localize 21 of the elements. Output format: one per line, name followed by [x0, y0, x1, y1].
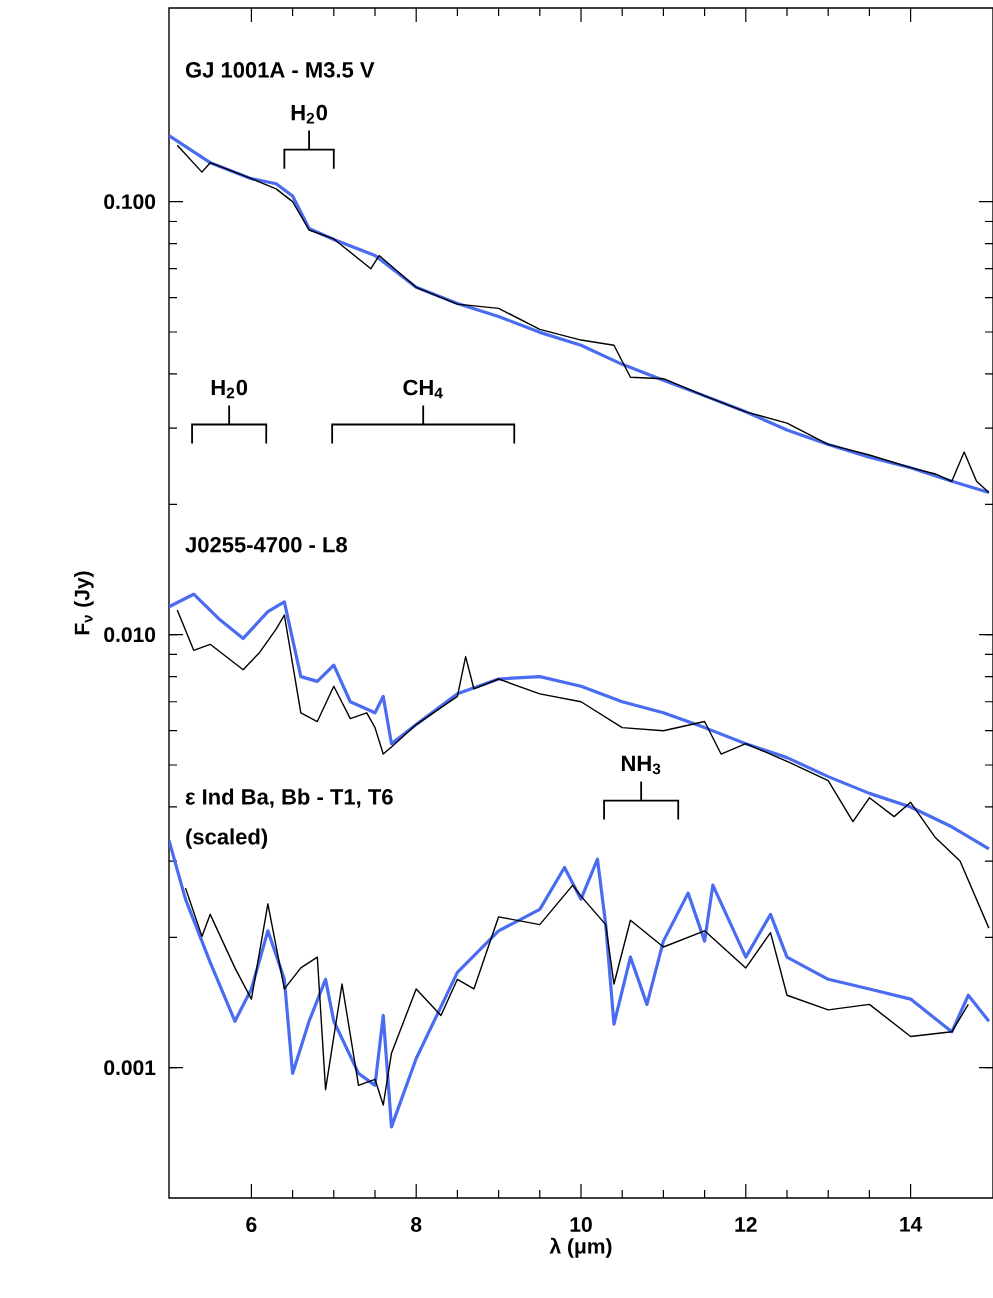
- annotation: H$_{2}$0: [291, 104, 328, 124]
- x-tick-label: 14: [900, 1217, 923, 1232]
- annotation: CH$_{4}$: [403, 379, 443, 399]
- annotation: GJ 1001A - M3.5 V: [185, 62, 375, 78]
- y-tick-label: 0.100: [104, 194, 156, 210]
- annotation: (scaled): [186, 828, 268, 849]
- y-axis-title: F$_{ν}$ (Jy): [74, 571, 94, 635]
- x-axis-title: λ (μm): [549, 1237, 612, 1258]
- x-tick-label: 10: [570, 1217, 592, 1232]
- y-tick-label: 0.001: [104, 1060, 156, 1076]
- annotation: H$_{2}$0: [211, 379, 248, 399]
- line-series: [169, 592, 991, 851]
- x-tick-label: 12: [735, 1217, 757, 1232]
- y-tick-label: 0.010: [104, 627, 156, 643]
- annotation: ε Ind Ba, Bb - T1, T6: [185, 788, 393, 808]
- annotation: J0255-4700 - L8: [185, 536, 347, 553]
- line-series: [176, 609, 990, 929]
- x-tick-label: 8: [411, 1217, 422, 1232]
- x-tick-label: 6: [246, 1217, 257, 1232]
- annotation: NH$_{3}$: [621, 755, 661, 775]
- line-series: [184, 884, 969, 1106]
